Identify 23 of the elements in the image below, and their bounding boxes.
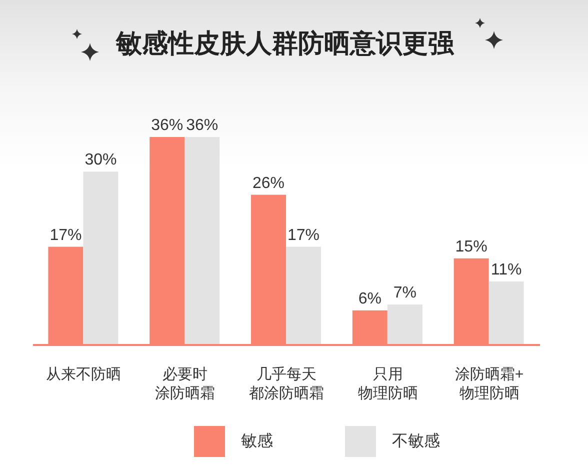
x-tick-label: 只用物理防晒 [358, 366, 418, 402]
data-label: 36% [151, 117, 184, 134]
chart-title: 敏感性皮肤人群防晒意识更强 [114, 27, 456, 59]
x-tick-label: 必要时涂防晒霜 [155, 366, 216, 402]
bar [286, 246, 322, 345]
bar [488, 281, 524, 345]
data-label: 6% [358, 290, 382, 308]
data-label: 15% [455, 238, 488, 256]
data-label: 7% [393, 284, 416, 302]
bar [184, 137, 220, 345]
data-label: 11% [490, 261, 522, 278]
data-label: 26% [252, 174, 285, 192]
data-label: 17% [50, 226, 82, 244]
data-label: 17% [287, 226, 320, 244]
bar [83, 172, 118, 345]
x-tick-label: 从来不防晒 [46, 366, 122, 383]
data-label: 30% [84, 152, 117, 169]
data-label: 36% [186, 117, 218, 134]
legend-label: 不敏感 [392, 432, 440, 452]
x-tick-label: 几乎每天都涂防晒霜 [249, 366, 324, 402]
bar [387, 304, 422, 345]
x-tick-label: 涂防晒霜+物理防晒 [454, 366, 524, 402]
legend-label: 敏感 [241, 432, 273, 452]
